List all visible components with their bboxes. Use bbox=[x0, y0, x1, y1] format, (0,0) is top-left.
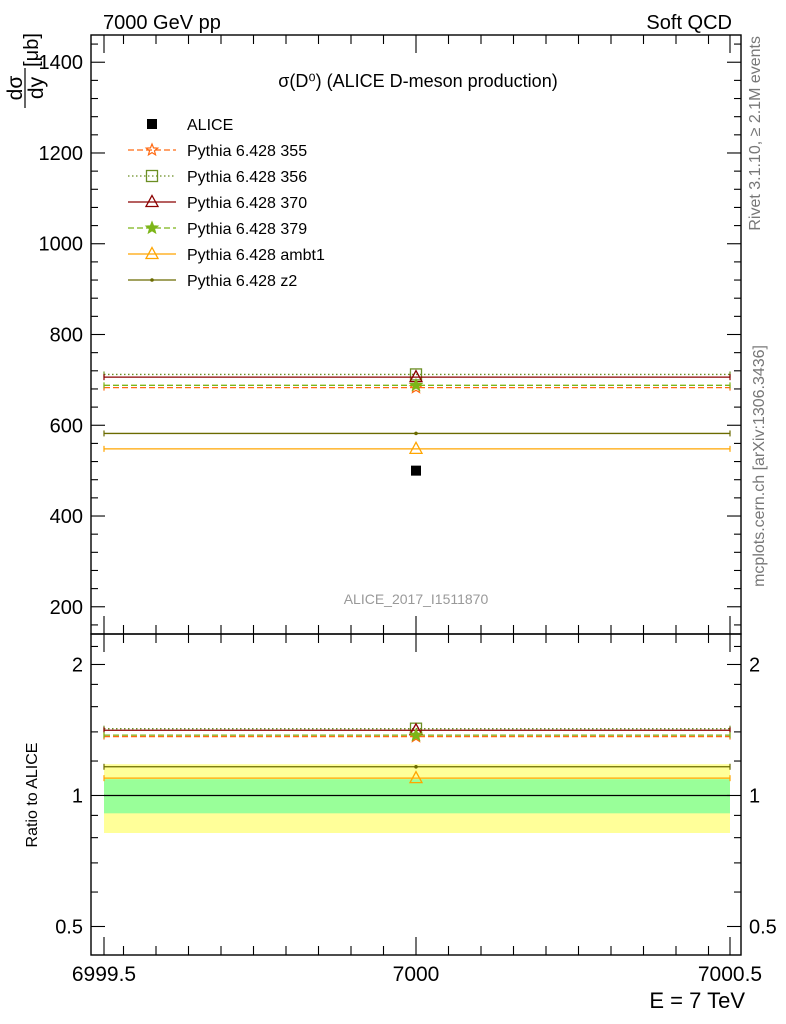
main-series-point-6 bbox=[414, 431, 418, 436]
legend-label-2: Pythia 6.428 356 bbox=[187, 169, 307, 186]
xtick-label-2: 7000.5 bbox=[698, 963, 762, 986]
x-axis-label: E = 7 TeV bbox=[649, 988, 745, 1013]
legend-marker-6 bbox=[150, 278, 154, 282]
main-ytick-label-3: 800 bbox=[50, 325, 83, 347]
legend-marker-5 bbox=[144, 246, 160, 260]
legend-entry-3: Pythia 6.428 370 bbox=[128, 194, 307, 212]
main-ylabel: dσ dy [μb] bbox=[4, 33, 48, 108]
legend-label-4: Pythia 6.428 379 bbox=[187, 221, 307, 238]
ratio-ytick-label-left-0: 0.5 bbox=[55, 916, 83, 938]
legend-entry-0: ALICE bbox=[147, 117, 233, 134]
legend: ALICE Pythia 6.428 355 Pythia 6.428 356 Pyt… bbox=[128, 117, 325, 290]
ratio-series-point-5 bbox=[414, 764, 418, 769]
ratio-ytick-label-right-0: 0.5 bbox=[749, 916, 777, 938]
axes: 200 400 600 800 1000 1200 1400 0.5 0.5 1 1 2 2 6999.5… bbox=[39, 34, 777, 986]
legend-entry-1: Pythia 6.428 355 bbox=[128, 142, 307, 160]
main-series-point-4 bbox=[408, 377, 424, 392]
legend-marker-1 bbox=[144, 142, 160, 157]
ratio-ytick-label-right-1: 1 bbox=[749, 785, 760, 807]
main-panel-marks bbox=[103, 368, 731, 476]
main-ytick-label-2: 600 bbox=[50, 415, 83, 437]
legend-entry-4: Pythia 6.428 379 bbox=[128, 220, 307, 238]
main-ytick-label-1: 400 bbox=[50, 506, 83, 528]
xtick-label-0: 6999.5 bbox=[72, 963, 136, 986]
xtick-label-1: 7000 bbox=[393, 963, 440, 986]
legend-marker-2 bbox=[145, 169, 159, 183]
legend-marker-0 bbox=[147, 119, 157, 129]
main-series-point-5 bbox=[408, 440, 424, 455]
main-ylabel-unit: [μb] bbox=[21, 33, 43, 67]
ratio-band-1 bbox=[104, 779, 730, 814]
legend-label-6: Pythia 6.428 z2 bbox=[187, 273, 297, 290]
main-title: σ(D⁰) (ALICE D-meson production) bbox=[278, 71, 557, 91]
main-ytick-label-5: 1200 bbox=[39, 143, 84, 165]
legend-label-3: Pythia 6.428 370 bbox=[187, 195, 307, 212]
mcplots-label: mcplots.cern.ch [arXiv:1306.3436] bbox=[751, 345, 768, 587]
ratio-series-point-4 bbox=[408, 770, 424, 784]
legend-label-5: Pythia 6.428 ambt1 bbox=[187, 247, 325, 264]
rivet-label: Rivet 3.1.10, ≥ 2.1M events bbox=[747, 36, 764, 231]
ratio-uncertainty-bands bbox=[104, 764, 730, 833]
legend-entry-5: Pythia 6.428 ambt1 bbox=[128, 246, 325, 264]
legend-marker-4 bbox=[144, 220, 160, 235]
main-ylabel-num: dσ bbox=[4, 76, 27, 101]
ratio-ytick-label-right-2: 2 bbox=[749, 654, 760, 676]
ratio-ylabel: Ratio to ALICE bbox=[24, 743, 41, 848]
main-series-point-0 bbox=[411, 465, 421, 476]
legend-label-1: Pythia 6.428 355 bbox=[187, 143, 307, 160]
legend-entry-2: Pythia 6.428 356 bbox=[128, 169, 307, 186]
ratio-panel-marks bbox=[103, 722, 731, 784]
header-right: Soft QCD bbox=[646, 12, 732, 34]
legend-entry-6: Pythia 6.428 z2 bbox=[128, 273, 297, 290]
main-ytick-label-0: 200 bbox=[50, 597, 83, 619]
ratio-ytick-label-left-1: 1 bbox=[72, 785, 83, 807]
analysis-watermark: ALICE_2017_I1511870 bbox=[344, 591, 489, 607]
ratio-series-point-3 bbox=[408, 727, 424, 742]
main-ytick-label-4: 1000 bbox=[39, 234, 84, 256]
main-ylabel-den: dy bbox=[25, 76, 48, 99]
legend-label-0: ALICE bbox=[187, 117, 233, 134]
legend-marker-3 bbox=[144, 194, 160, 208]
ratio-ytick-label-left-2: 2 bbox=[72, 654, 83, 676]
main-ytick-label-6: 1400 bbox=[39, 52, 84, 74]
header-left: 7000 GeV pp bbox=[103, 12, 221, 34]
